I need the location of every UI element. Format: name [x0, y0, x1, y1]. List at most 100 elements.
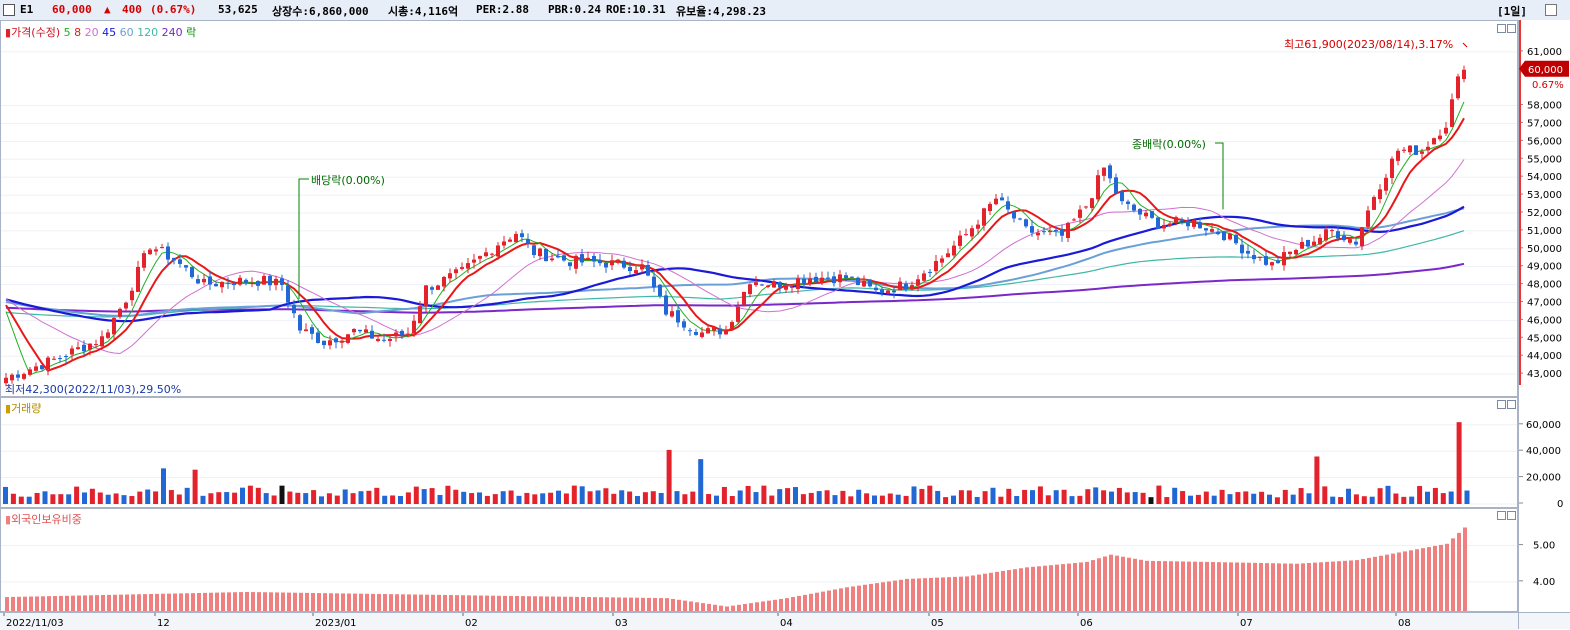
candle-body — [1120, 191, 1124, 202]
panel-minimize-icon[interactable] — [1497, 24, 1506, 33]
candle-body — [916, 279, 920, 286]
candle-body — [130, 290, 134, 301]
candle-body — [106, 332, 110, 338]
volume-bar — [1195, 494, 1201, 504]
foreign-bar — [635, 597, 639, 611]
volume-bar — [484, 495, 490, 504]
foreign-bar — [1373, 556, 1377, 611]
foreign-bar — [1439, 544, 1443, 611]
foreign-bar — [185, 593, 189, 611]
foreign-bar — [221, 592, 225, 611]
volume-bar — [516, 495, 522, 504]
panel-maximize-icon[interactable] — [1507, 24, 1516, 33]
volume-bar — [832, 495, 838, 504]
foreign-bar — [1229, 562, 1233, 611]
foreign-bar — [419, 594, 423, 611]
legend-marker: ▮ — [5, 513, 12, 526]
panel-maximize-icon[interactable] — [1507, 511, 1516, 520]
foreign-bar — [233, 592, 237, 611]
foreign-bar — [989, 572, 993, 611]
volume-bar — [263, 493, 269, 504]
volume-bar — [682, 494, 688, 504]
foreign-bar — [515, 596, 519, 611]
volume-bar — [635, 496, 640, 504]
volume-bar — [619, 490, 625, 504]
listed-shares: 상장수:6,860,000 — [272, 5, 369, 18]
candle-body — [712, 327, 716, 331]
avg-price: 53,625 — [218, 3, 258, 16]
candle-body — [1108, 165, 1112, 179]
volume-bar — [42, 491, 48, 504]
volume-bar — [18, 496, 24, 504]
foreign-bar — [581, 596, 585, 611]
volume-bar — [1409, 496, 1415, 504]
volume-axis-svg: 20,000 40,000 60,000 0 — [1519, 420, 1563, 508]
candle-body — [1168, 223, 1172, 226]
period-selector[interactable]: [1일] — [1497, 5, 1527, 18]
candle-body — [364, 329, 368, 333]
foreign-bar — [65, 595, 69, 611]
volume-bar — [1243, 491, 1249, 504]
panel-minimize-icon[interactable] — [1497, 511, 1506, 520]
candle-body — [730, 322, 734, 330]
candle-body — [238, 277, 242, 285]
candle-body — [988, 203, 992, 212]
volume-bar — [279, 485, 285, 504]
foreign-bar — [665, 598, 669, 611]
volume-bar — [1353, 494, 1359, 504]
foreign-bar — [803, 594, 807, 611]
foreign-bar — [905, 578, 909, 611]
foreign-bar — [1307, 562, 1311, 611]
volume-bar — [935, 490, 941, 504]
chart-checkbox[interactable] — [3, 4, 15, 16]
foreign-bar — [83, 595, 87, 611]
price-tick-label: 56,000 — [1527, 136, 1562, 147]
volume-bar — [26, 496, 32, 504]
foreign-bar — [1283, 563, 1287, 611]
foreign-bar — [383, 594, 387, 611]
date-label: 08 — [1398, 618, 1411, 629]
candle-body — [1144, 212, 1148, 217]
price-tick-label: 53,000 — [1527, 190, 1562, 201]
candle-body — [82, 344, 86, 352]
volume-bar — [74, 486, 80, 504]
ma5-line — [5, 101, 1465, 376]
foreign-bar — [863, 584, 867, 611]
candle-body — [88, 343, 92, 350]
candle-body — [1000, 197, 1004, 201]
volume-bar — [571, 485, 577, 504]
candle-body — [202, 278, 206, 283]
candle-body — [1036, 232, 1040, 236]
volume-bar — [492, 494, 498, 504]
foreign-bar — [371, 593, 375, 611]
foreign-bar — [899, 579, 903, 611]
volume-bar — [1124, 492, 1130, 504]
foreign-bar — [557, 596, 561, 611]
panel-minimize-icon[interactable] — [1497, 400, 1506, 409]
foreign-bar — [1205, 561, 1209, 611]
foreign-bar — [719, 605, 723, 611]
candle-body — [850, 276, 854, 278]
foreign-bar — [1097, 558, 1101, 611]
volume-bar — [58, 494, 64, 504]
foreign-bar — [347, 593, 351, 611]
price-axis: 43,000 44,000 45,000 46,000 47,000 48,000 49,0… — [1518, 20, 1570, 397]
foreign-bar — [1199, 561, 1203, 611]
foreign-bar — [389, 594, 393, 611]
candle-body — [586, 257, 590, 260]
volume-bar — [1369, 496, 1375, 504]
foreign-bar — [413, 594, 417, 611]
foreign-bar — [575, 596, 579, 611]
foreign-bar — [929, 577, 933, 611]
settings-toggle-icon[interactable] — [1545, 4, 1557, 16]
header-bar: E1 60,000 ▲ 400 (0.67%) 53,625 상장수:6,860… — [0, 0, 1570, 21]
volume-bar — [1148, 497, 1154, 504]
foreign-bar — [893, 580, 897, 611]
volume-bar — [255, 487, 261, 504]
foreign-bar — [365, 593, 369, 611]
volume-bar — [982, 491, 988, 504]
volume-bar — [1188, 495, 1193, 504]
panel-maximize-icon[interactable] — [1507, 400, 1516, 409]
candle-body — [280, 278, 284, 285]
